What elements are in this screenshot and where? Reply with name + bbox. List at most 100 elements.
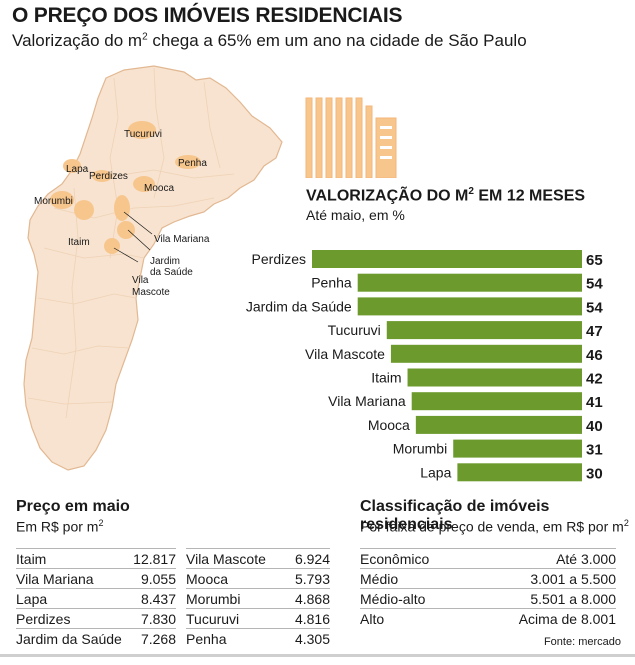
value-label: 30 — [586, 465, 603, 482]
source-note: Fonte: mercado — [543, 636, 621, 648]
table-row: Jardim da Saúde 7.268 — [16, 628, 176, 648]
building-icon — [305, 97, 397, 178]
district-name: Jardim da Saúde — [16, 628, 130, 648]
category-label: Penha — [311, 275, 352, 291]
district-name: Vila Mariana — [16, 568, 130, 589]
classification-subtitle-superscript: 2 — [623, 518, 629, 528]
bar-chart: Perdizes 65 Penha 54 Jardim da Saúde 54 Tucuru… — [246, 250, 603, 482]
district-perdizes — [92, 170, 112, 182]
bar-vila-mascote — [390, 344, 582, 363]
table-row: Morumbi 4.868 — [186, 588, 330, 609]
map-label-tucuruvi: Tucuruvi — [124, 129, 162, 140]
bar-jardim-da-saúde — [357, 297, 582, 316]
district-vila-mascote — [104, 238, 120, 254]
map-label-morumbi: Morumbi — [34, 196, 73, 207]
category-label: Vila Mariana — [328, 393, 406, 409]
map-label-perdizes: Perdizes — [89, 171, 128, 182]
map-label-jardim: Jardim — [150, 256, 180, 267]
bar-itaim — [407, 368, 582, 387]
table-row: Vila Mariana 9.055 — [16, 568, 176, 589]
district-price: 7.830 — [129, 608, 176, 629]
prices-table-left: Itaim 12.817 Vila Mariana 9.055 Lapa 8.437 … — [16, 548, 176, 648]
classification-table: Econômico Até 3.000 Médio 3.001 a 5.500 Mé… — [360, 548, 616, 628]
class-range: 3.001 a 5.500 — [466, 568, 616, 589]
bottom-rule — [0, 654, 635, 657]
bar-vila-mariana — [411, 392, 582, 411]
value-label: 47 — [586, 323, 603, 340]
classification-subtitle: Por faixa de preço de venda, em R$ por m… — [360, 518, 629, 535]
district-price: 4.816 — [286, 608, 330, 629]
district-vila-mariana — [114, 195, 130, 221]
chart-title: VALORIZAÇÃO DO M2 EM 12 MESES — [306, 186, 585, 205]
subtitle-superscript: 2 — [142, 31, 148, 43]
subtitle-text: Valorização do m — [12, 31, 143, 50]
district-name: Morumbi — [186, 588, 287, 609]
district-price: 6.924 — [286, 548, 330, 569]
page-title: O PREÇO DOS IMÓVEIS RESIDENCIAIS — [12, 4, 403, 27]
page-subtitle: Valorização do m2 chega a 65% em um ano … — [12, 31, 527, 51]
district-name: Vila Mascote — [186, 548, 287, 569]
value-label: 41 — [586, 394, 603, 411]
map-label-mascote: Mascote — [132, 287, 170, 298]
class-name: Alto — [360, 608, 467, 628]
district-name: Perdizes — [16, 608, 130, 629]
subtitle-text-end: chega a 65% em um ano na cidade de São P… — [147, 31, 527, 50]
class-name: Médio-alto — [360, 588, 467, 609]
district-price: 4.305 — [286, 628, 330, 648]
table-row: Lapa 8.437 — [16, 588, 176, 609]
table-row: Alto Acima de 8.001 — [360, 608, 616, 628]
district-tucuruvi — [128, 121, 156, 139]
classification-title: Classificação de imóveis residenciais — [360, 498, 550, 533]
chart-title-text-end: EM 12 MESES — [473, 187, 586, 205]
class-range: Até 3.000 — [466, 548, 616, 569]
sao-paulo-map: Tucuruvi Penha Lapa Perdizes Mooca Morum… — [23, 65, 283, 471]
prices-subtitle-text: Em R$ por m — [16, 518, 99, 535]
table-row: Econômico Até 3.000 — [360, 548, 616, 569]
classification-subtitle-text: Por faixa de preço de venda, em R$ por m — [360, 518, 624, 535]
district-price: 5.793 — [286, 568, 330, 589]
prices-table-right: Vila Mascote 6.924 Mooca 5.793 Morumbi 4.86… — [186, 548, 330, 648]
value-label: 40 — [586, 418, 603, 435]
district-penha — [175, 155, 201, 169]
value-label: 31 — [586, 442, 603, 459]
district-price: 7.268 — [129, 628, 176, 648]
district-lapa — [63, 159, 81, 173]
map-label-vila-mariana: Vila Mariana — [154, 234, 210, 245]
district-mooca — [133, 176, 155, 192]
chart-title-text: VALORIZAÇÃO DO M — [306, 187, 469, 205]
bar-lapa — [457, 463, 582, 482]
chart-title-superscript: 2 — [468, 186, 474, 197]
class-range: Acima de 8.001 — [466, 608, 616, 628]
bar-tucuruvi — [386, 321, 582, 340]
district-jardim-da-saude — [117, 221, 135, 239]
table-row: Penha 4.305 — [186, 628, 330, 648]
district-morumbi — [50, 191, 74, 209]
district-itaim — [74, 200, 94, 220]
value-label: 46 — [586, 347, 603, 364]
map-label-vila: Vila — [132, 275, 149, 286]
district-price: 8.437 — [129, 588, 176, 609]
bar-perdizes — [312, 250, 582, 268]
chart-subtitle: Até maio, em % — [306, 207, 405, 223]
city-outline — [23, 65, 283, 471]
value-label: 54 — [586, 276, 603, 293]
highlighted-districts — [50, 121, 201, 254]
map-label-mooca: Mooca — [144, 183, 174, 194]
bar-mooca — [415, 415, 582, 434]
category-label: Tucuruvi — [328, 322, 381, 338]
leader-lines — [113, 211, 153, 263]
district-name: Penha — [186, 628, 287, 648]
table-row: Tucuruvi 4.816 — [186, 608, 330, 629]
table-row: Vila Mascote 6.924 — [186, 548, 330, 569]
category-label: Itaim — [371, 370, 401, 386]
district-name: Mooca — [186, 568, 287, 589]
district-price: 4.868 — [286, 588, 330, 609]
map-label-da-saude: da Saúde — [150, 267, 193, 278]
table-row: Mooca 5.793 — [186, 568, 330, 589]
class-name: Médio — [360, 568, 467, 589]
map-label-lapa: Lapa — [66, 164, 89, 175]
map-label-penha: Penha — [178, 158, 207, 169]
table-row: Perdizes 7.830 — [16, 608, 176, 629]
value-label: 54 — [586, 299, 603, 316]
map-label-itaim: Itaim — [68, 237, 90, 248]
